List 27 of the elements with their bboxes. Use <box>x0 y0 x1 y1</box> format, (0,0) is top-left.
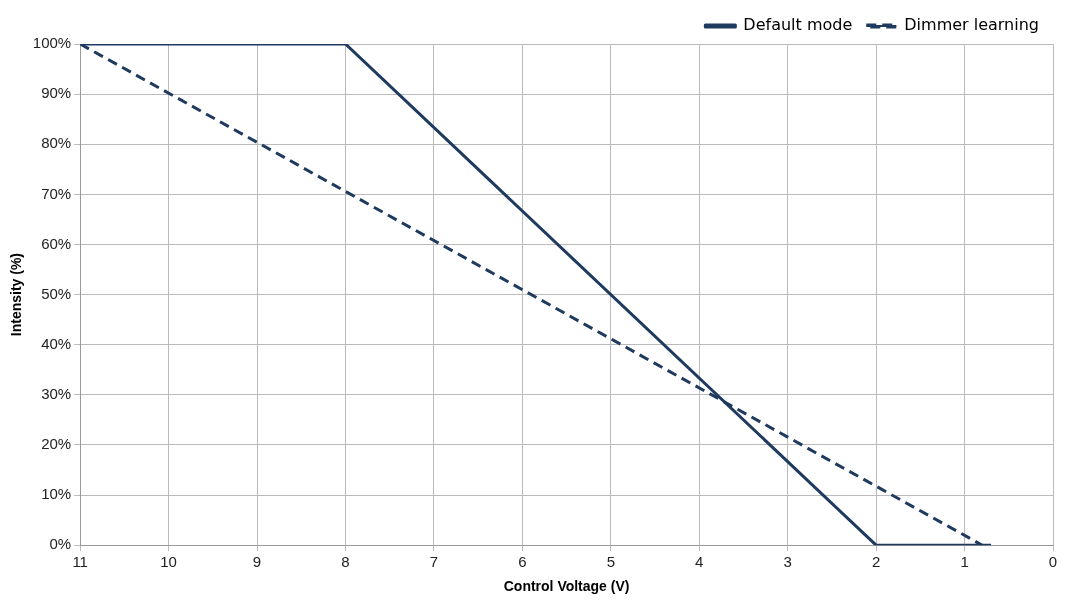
y-tick-label: 50% <box>41 284 72 302</box>
y-tick-label: 60% <box>41 234 72 252</box>
y-tick-label: 40% <box>41 334 72 352</box>
y-tick-label: 0% <box>49 535 72 553</box>
x-tick-label: 5 <box>606 553 615 571</box>
y-tick-label: 30% <box>41 384 72 402</box>
y-tick-label: 100% <box>32 34 72 52</box>
x-tick-label: 9 <box>252 553 262 571</box>
y-tick-label: 80% <box>41 134 72 152</box>
legend-label: Default mode <box>743 15 853 35</box>
y-axis-title: Intensity (%) <box>8 252 25 337</box>
legend-label: Dimmer learning <box>904 15 1039 35</box>
y-tick-label: 20% <box>41 435 72 453</box>
x-tick-label: 1 <box>960 553 969 571</box>
y-tick-label: 10% <box>41 485 72 503</box>
x-axis-title: Control Voltage (V) <box>503 578 630 595</box>
x-tick-label: 2 <box>871 553 881 571</box>
x-tick-label: 10 <box>160 553 177 571</box>
y-tick-label: 70% <box>41 184 72 202</box>
y-tick-label: 90% <box>41 84 72 102</box>
x-tick-label: 11 <box>72 553 88 571</box>
x-tick-label: 4 <box>695 553 704 571</box>
x-tick-label: 8 <box>341 553 350 571</box>
x-tick-label: 7 <box>429 553 439 571</box>
x-tick-label: 0 <box>1048 553 1058 571</box>
x-tick-label: 6 <box>518 553 527 571</box>
x-tick-label: 3 <box>783 553 792 571</box>
